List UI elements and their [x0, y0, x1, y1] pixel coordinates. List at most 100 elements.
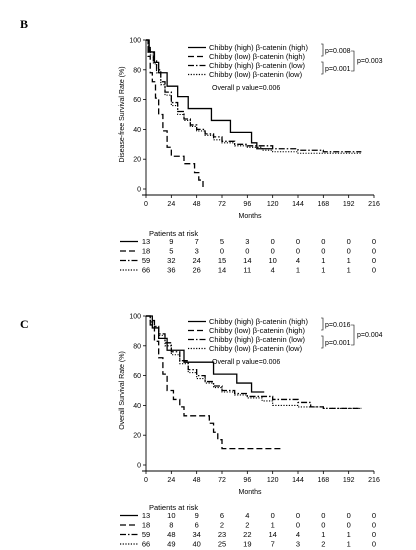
series-line-dashdot [146, 39, 362, 153]
risk-cell: 1 [321, 530, 325, 539]
legend-entry: Chibby (low) β-catenin (low) [209, 344, 303, 353]
risk-cell: 0 [321, 237, 325, 246]
series-line-dotted [146, 315, 362, 409]
y-tick-label: 40 [133, 127, 141, 134]
overall-p-value: Overall p value=0.006 [212, 85, 280, 92]
risk-cell: 0 [321, 511, 325, 520]
risk-cell: 1 [321, 256, 325, 265]
risk-cell: 59 [142, 530, 150, 539]
y-tick-label: 20 [133, 157, 141, 164]
risk-cell: 3 [245, 237, 249, 246]
p-value-label: p=0.004 [357, 332, 383, 339]
x-axis-label: Months [239, 489, 262, 496]
risk-cell: 11 [243, 266, 251, 275]
risk-cell: 1 [347, 266, 351, 275]
y-tick-label: 20 [133, 433, 141, 440]
risk-cell: 0 [372, 511, 376, 520]
p-bracket-3 [351, 324, 355, 346]
x-tick-label: 96 [243, 201, 251, 208]
p-bracket-1 [321, 43, 324, 57]
risk-cell: 9 [169, 237, 173, 246]
risk-cell: 48 [167, 530, 175, 539]
series-line-dashed [146, 39, 204, 189]
risk-cell: 0 [296, 521, 300, 530]
risk-cell: 0 [347, 237, 351, 246]
x-axis-label: Months [239, 213, 262, 220]
risk-cell: 5 [169, 247, 173, 256]
risk-cell: 26 [192, 266, 200, 275]
risk-cell: 0 [347, 247, 351, 256]
risk-cell: 4 [296, 256, 300, 265]
p-bracket-2 [321, 335, 324, 349]
risk-cell: 19 [243, 540, 251, 549]
y-tick-label: 40 [133, 403, 141, 410]
risk-cell: 2 [321, 540, 325, 549]
x-tick-label: 192 [343, 477, 355, 484]
risk-cell: 13 [142, 511, 150, 520]
risk-cell: 1 [271, 521, 275, 530]
x-tick-label: 96 [243, 477, 251, 484]
p-bracket-3 [351, 50, 355, 72]
risk-cell: 0 [271, 247, 275, 256]
y-axis-label: Disease-free Survival Rate (%) [119, 66, 126, 162]
y-tick-label: 0 [137, 187, 141, 194]
p-value-label: p=0.001 [325, 340, 351, 347]
p-value-label: p=0.008 [325, 48, 351, 55]
legend-entry: Chibby (low) β-catenin (high) [209, 52, 306, 61]
x-tick-label: 72 [218, 477, 226, 484]
risk-cell: 0 [296, 237, 300, 246]
y-tick-label: 60 [133, 373, 141, 380]
risk-cell: 34 [192, 530, 200, 539]
x-tick-label: 24 [167, 201, 175, 208]
p-value-label: p=0.016 [325, 322, 351, 329]
risk-cell: 3 [195, 247, 199, 256]
risk-cell: 5 [220, 237, 224, 246]
risk-cell: 2 [245, 521, 249, 530]
risk-cell: 49 [167, 540, 175, 549]
risk-cell: 23 [218, 530, 226, 539]
x-tick-label: 144 [292, 477, 304, 484]
risk-cell: 10 [167, 511, 175, 520]
legend-entry: Chibby (high) β-catenin (high) [209, 43, 308, 52]
legend-entry: Chibby (high) β-catenin (high) [209, 317, 308, 326]
legend-entry: Chibby (high) β-catenin (low) [209, 61, 306, 70]
risk-cell: 4 [296, 530, 300, 539]
risk-cell: 36 [167, 266, 175, 275]
legend-entry: Chibby (high) β-catenin (low) [209, 335, 306, 344]
risk-cell: 2 [220, 521, 224, 530]
risk-cell: 0 [296, 511, 300, 520]
risk-cell: 0 [220, 247, 224, 256]
legend-entry: Chibby (low) β-catenin (high) [209, 326, 306, 335]
risk-cell: 25 [218, 540, 226, 549]
risk-table-title: Patients at risk [149, 229, 198, 238]
x-tick-label: 216 [368, 201, 380, 208]
risk-cell: 59 [142, 256, 150, 265]
risk-cell: 0 [372, 237, 376, 246]
risk-cell: 0 [321, 521, 325, 530]
risk-cell: 0 [372, 530, 376, 539]
y-tick-label: 80 [133, 343, 141, 350]
legend-entry: Chibby (low) β-catenin (low) [209, 70, 303, 79]
risk-cell: 3 [296, 540, 300, 549]
risk-cell: 0 [296, 247, 300, 256]
panel-label: B [20, 17, 28, 31]
risk-cell: 6 [220, 511, 224, 520]
risk-cell: 0 [372, 247, 376, 256]
panel-label: C [20, 317, 29, 331]
y-tick-label: 60 [133, 97, 141, 104]
risk-cell: 0 [271, 511, 275, 520]
x-tick-label: 168 [317, 201, 329, 208]
p-bracket-2 [321, 61, 324, 75]
risk-cell: 14 [268, 530, 276, 539]
risk-cell: 0 [271, 237, 275, 246]
risk-cell: 1 [321, 266, 325, 275]
risk-cell: 4 [271, 266, 275, 275]
risk-cell: 8 [169, 521, 173, 530]
p-bracket-1 [321, 317, 324, 331]
risk-cell: 0 [372, 521, 376, 530]
risk-cell: 0 [321, 247, 325, 256]
p-value-label: p=0.003 [357, 58, 383, 65]
risk-cell: 0 [372, 256, 376, 265]
risk-cell: 32 [167, 256, 175, 265]
